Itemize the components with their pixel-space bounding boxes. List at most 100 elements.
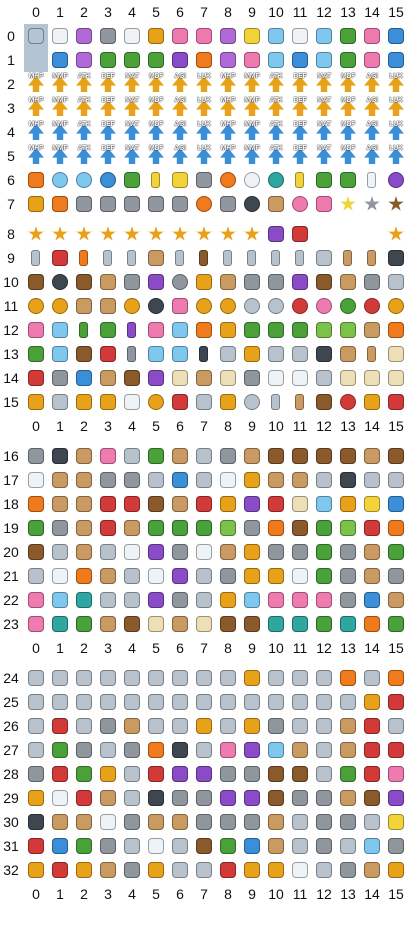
buff-up-icon[interactable]: MMP xyxy=(240,96,264,120)
buff-up-icon[interactable]: MAT xyxy=(120,96,144,120)
equipment-icon[interactable] xyxy=(24,786,48,810)
equipment-icon[interactable] xyxy=(360,786,384,810)
star-icon[interactable] xyxy=(336,192,360,216)
orb-pink-icon[interactable] xyxy=(312,294,336,318)
item-icon[interactable] xyxy=(336,444,360,468)
equipment-icon[interactable] xyxy=(192,714,216,738)
spirit-frame-icon[interactable] xyxy=(384,48,408,72)
equipment-icon[interactable] xyxy=(96,738,120,762)
equipment-icon[interactable] xyxy=(168,714,192,738)
equipment-icon[interactable] xyxy=(336,738,360,762)
snowflake-icon[interactable] xyxy=(360,168,384,192)
equipment-icon[interactable] xyxy=(264,762,288,786)
burst-icon[interactable] xyxy=(72,222,96,246)
note-icon[interactable] xyxy=(336,366,360,390)
debuff-down-icon[interactable]: MHP xyxy=(24,144,48,168)
buff-up-icon[interactable]: AGI xyxy=(360,96,384,120)
equipment-icon[interactable] xyxy=(312,738,336,762)
bow-ribbon-icon[interactable] xyxy=(168,294,192,318)
equipment-icon[interactable] xyxy=(24,666,48,690)
item-icon[interactable] xyxy=(72,444,96,468)
guitar-icon[interactable] xyxy=(312,390,336,414)
item-icon[interactable] xyxy=(264,468,288,492)
equipment-icon[interactable] xyxy=(264,834,288,858)
item-icon[interactable] xyxy=(264,444,288,468)
equipment-icon[interactable] xyxy=(120,666,144,690)
equipment-icon[interactable] xyxy=(336,810,360,834)
equipment-icon[interactable] xyxy=(240,786,264,810)
equipment-icon[interactable] xyxy=(288,810,312,834)
burst-icon[interactable] xyxy=(144,222,168,246)
debuff-down-icon[interactable]: LUK xyxy=(192,120,216,144)
book-blue-icon[interactable] xyxy=(72,366,96,390)
equipment-icon[interactable] xyxy=(24,810,48,834)
orb-gold-icon[interactable] xyxy=(216,294,240,318)
item-icon[interactable] xyxy=(72,492,96,516)
buff-up-icon[interactable]: MAT xyxy=(120,72,144,96)
debuff-down-icon[interactable]: MHP xyxy=(216,120,240,144)
buff-up-icon[interactable]: MHP xyxy=(216,96,240,120)
item-icon[interactable] xyxy=(144,540,168,564)
claw-icon[interactable] xyxy=(24,192,48,216)
item-icon[interactable] xyxy=(336,588,360,612)
dagger-icon[interactable] xyxy=(240,246,264,270)
vortex-icon[interactable] xyxy=(384,168,408,192)
equipment-icon[interactable] xyxy=(24,762,48,786)
item-icon[interactable] xyxy=(264,612,288,636)
item-icon[interactable] xyxy=(24,588,48,612)
equipment-icon[interactable] xyxy=(240,666,264,690)
equipment-icon[interactable] xyxy=(144,666,168,690)
star-outline-icon[interactable] xyxy=(360,192,384,216)
equipment-icon[interactable] xyxy=(120,786,144,810)
leaf-icon[interactable] xyxy=(120,168,144,192)
equipment-icon[interactable] xyxy=(360,714,384,738)
potion-bubble-icon[interactable] xyxy=(168,318,192,342)
item-icon[interactable] xyxy=(144,564,168,588)
equipment-icon[interactable] xyxy=(216,714,240,738)
sword-icon[interactable] xyxy=(120,246,144,270)
equipment-icon[interactable] xyxy=(264,738,288,762)
ghost-spirit-icon[interactable] xyxy=(240,168,264,192)
herb-icon[interactable] xyxy=(240,318,264,342)
harp-icon[interactable] xyxy=(216,390,240,414)
equipment-icon[interactable] xyxy=(360,738,384,762)
spirit-icon[interactable] xyxy=(384,24,408,48)
equipment-icon[interactable] xyxy=(336,714,360,738)
item-icon[interactable] xyxy=(288,492,312,516)
equipment-icon[interactable] xyxy=(264,714,288,738)
item-icon[interactable] xyxy=(288,444,312,468)
equipment-icon[interactable] xyxy=(240,810,264,834)
debuff-down-icon[interactable]: ATK xyxy=(264,144,288,168)
buff-up-icon[interactable]: LUK xyxy=(384,72,408,96)
item-icon[interactable] xyxy=(360,540,384,564)
bow-icon[interactable] xyxy=(144,246,168,270)
orb-red-icon[interactable] xyxy=(288,294,312,318)
equipment-icon[interactable] xyxy=(384,834,408,858)
equipment-icon[interactable] xyxy=(48,858,72,882)
item-icon[interactable] xyxy=(336,516,360,540)
equipment-icon[interactable] xyxy=(72,786,96,810)
equipment-icon[interactable] xyxy=(96,834,120,858)
key-gold-icon[interactable] xyxy=(96,390,120,414)
equipment-icon[interactable] xyxy=(312,834,336,858)
buff-up-icon[interactable]: LUK xyxy=(192,72,216,96)
item-icon[interactable] xyxy=(168,468,192,492)
equipment-icon[interactable] xyxy=(336,690,360,714)
herb-icon[interactable] xyxy=(264,318,288,342)
item-icon[interactable] xyxy=(24,516,48,540)
debuff-down-icon[interactable]: MDF xyxy=(144,144,168,168)
equipment-icon[interactable] xyxy=(240,762,264,786)
item-icon[interactable] xyxy=(240,492,264,516)
equipment-icon[interactable] xyxy=(72,738,96,762)
item-icon[interactable] xyxy=(144,444,168,468)
equipment-icon[interactable] xyxy=(312,858,336,882)
item-icon[interactable] xyxy=(288,540,312,564)
buff-up-icon[interactable]: MMP xyxy=(48,72,72,96)
stun-frame-icon[interactable] xyxy=(264,48,288,72)
equipment-icon[interactable] xyxy=(48,810,72,834)
item-icon[interactable] xyxy=(72,516,96,540)
burst-icon[interactable] xyxy=(120,222,144,246)
debuff-down-icon[interactable]: MDF xyxy=(336,120,360,144)
item-icon[interactable] xyxy=(120,468,144,492)
doll-icon[interactable] xyxy=(264,192,288,216)
